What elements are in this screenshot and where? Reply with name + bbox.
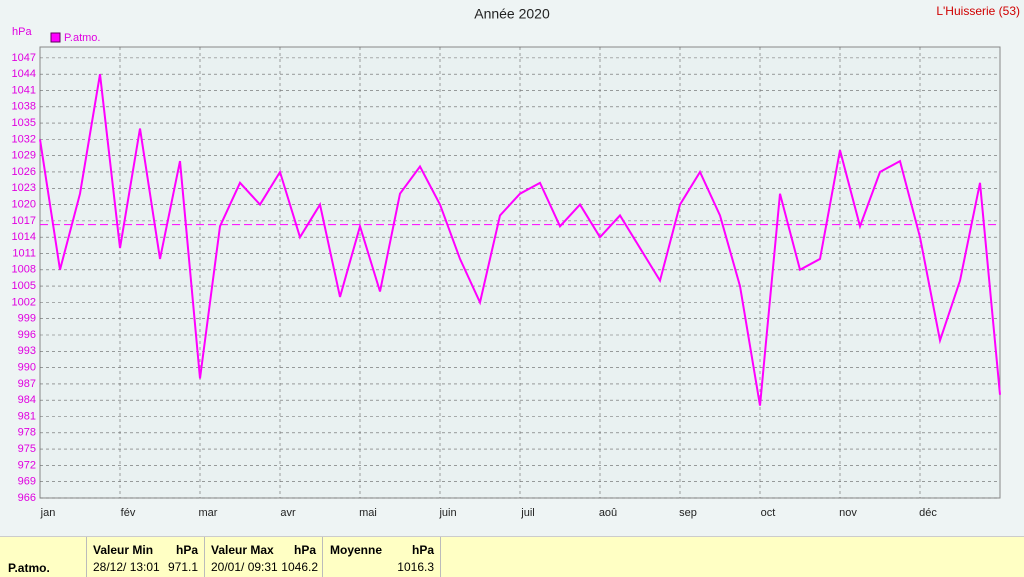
y-tick-label: 987 [18, 378, 36, 390]
max-value: 1046.2 [281, 560, 318, 574]
y-tick-label: 1029 [12, 150, 36, 162]
x-tick-label: déc [919, 507, 937, 519]
y-tick-label: 1005 [12, 280, 36, 292]
min-date: 28/12/ 13:01 [93, 560, 160, 574]
legend-swatch [50, 32, 61, 43]
y-tick-label: 993 [18, 345, 36, 357]
y-tick-label: 969 [18, 476, 36, 488]
y-axis-label: hPa [12, 26, 32, 38]
y-tick-label: 975 [18, 443, 36, 455]
y-tick-label: 1017 [12, 215, 36, 227]
x-tick-label: mar [199, 507, 218, 519]
y-tick-label: 966 [18, 492, 36, 504]
y-tick-label: 1041 [12, 84, 36, 96]
max-unit: hPa [293, 543, 316, 557]
x-tick-label: jan [40, 507, 56, 519]
y-tick-label: 1047 [12, 52, 36, 64]
cell: Valeur Min hPa 28/12/ 13:01 971.1 [86, 537, 205, 577]
y-tick-label: 1011 [12, 247, 36, 259]
y-tick-label: 1008 [12, 264, 36, 276]
y-tick-label: 981 [18, 410, 36, 422]
x-tick-label: sep [679, 507, 697, 519]
y-tick-label: 984 [18, 394, 36, 406]
x-tick-label: juil [520, 507, 534, 519]
mean-label: Moyenne [330, 543, 383, 557]
x-tick-label: avr [280, 507, 296, 519]
series-line [39, 74, 1001, 406]
chart: Année 2020 L'Huisserie (53) hPa P.atmo. … [12, 4, 1020, 519]
max-date: 20/01/ 09:31 [211, 560, 278, 574]
min-label: Valeur Min [93, 543, 154, 557]
max-label: Valeur Max [211, 543, 274, 557]
min-unit: hPa [175, 543, 198, 557]
mean-value: 1016.3 [397, 560, 434, 574]
y-tick-label: 999 [18, 313, 36, 325]
cell [0, 537, 87, 577]
y-tick-label: 1014 [12, 231, 36, 243]
x-tick-label: oct [761, 507, 776, 519]
min-value: 971.1 [167, 560, 198, 574]
plot-area [39, 46, 1001, 499]
chart-title: Année 2020 [474, 6, 550, 22]
legend-label: P.atmo. [64, 32, 101, 44]
y-tick-label: 972 [18, 459, 36, 471]
x-tick-label: nov [839, 507, 857, 519]
summary-series: P.atmo. [8, 561, 50, 575]
y-tick-label: 1035 [12, 117, 36, 129]
x-tick-label: mai [359, 507, 377, 519]
x-tick-label: juin [438, 507, 456, 519]
y-tick-label: 978 [18, 427, 36, 439]
y-tick-label: 1023 [12, 182, 36, 194]
y-tick-label: 1026 [12, 166, 36, 178]
y-tick-label: 990 [18, 361, 36, 373]
summary-bar: P.atmo. Valeur Min hPa 28/12/ 13:01 971.… [0, 536, 1024, 577]
station: L'Huisserie (53) [936, 4, 1020, 18]
y-tick-label: 1020 [12, 198, 36, 210]
y-tick-label: 1002 [12, 296, 36, 308]
y-tick-label: 1032 [12, 133, 36, 145]
cell: Valeur Max hPa 20/01/ 09:31 1046.2 [204, 537, 323, 577]
cell: Moyenne hPa 1016.3 [322, 537, 441, 577]
x-tick-label: fév [121, 507, 136, 519]
y-tick-label: 1038 [12, 101, 36, 113]
y-tick-label: 1044 [12, 68, 36, 80]
x-tick-label: aoû [599, 507, 617, 519]
y-tick-label: 996 [18, 329, 36, 341]
mean-unit: hPa [411, 543, 434, 557]
